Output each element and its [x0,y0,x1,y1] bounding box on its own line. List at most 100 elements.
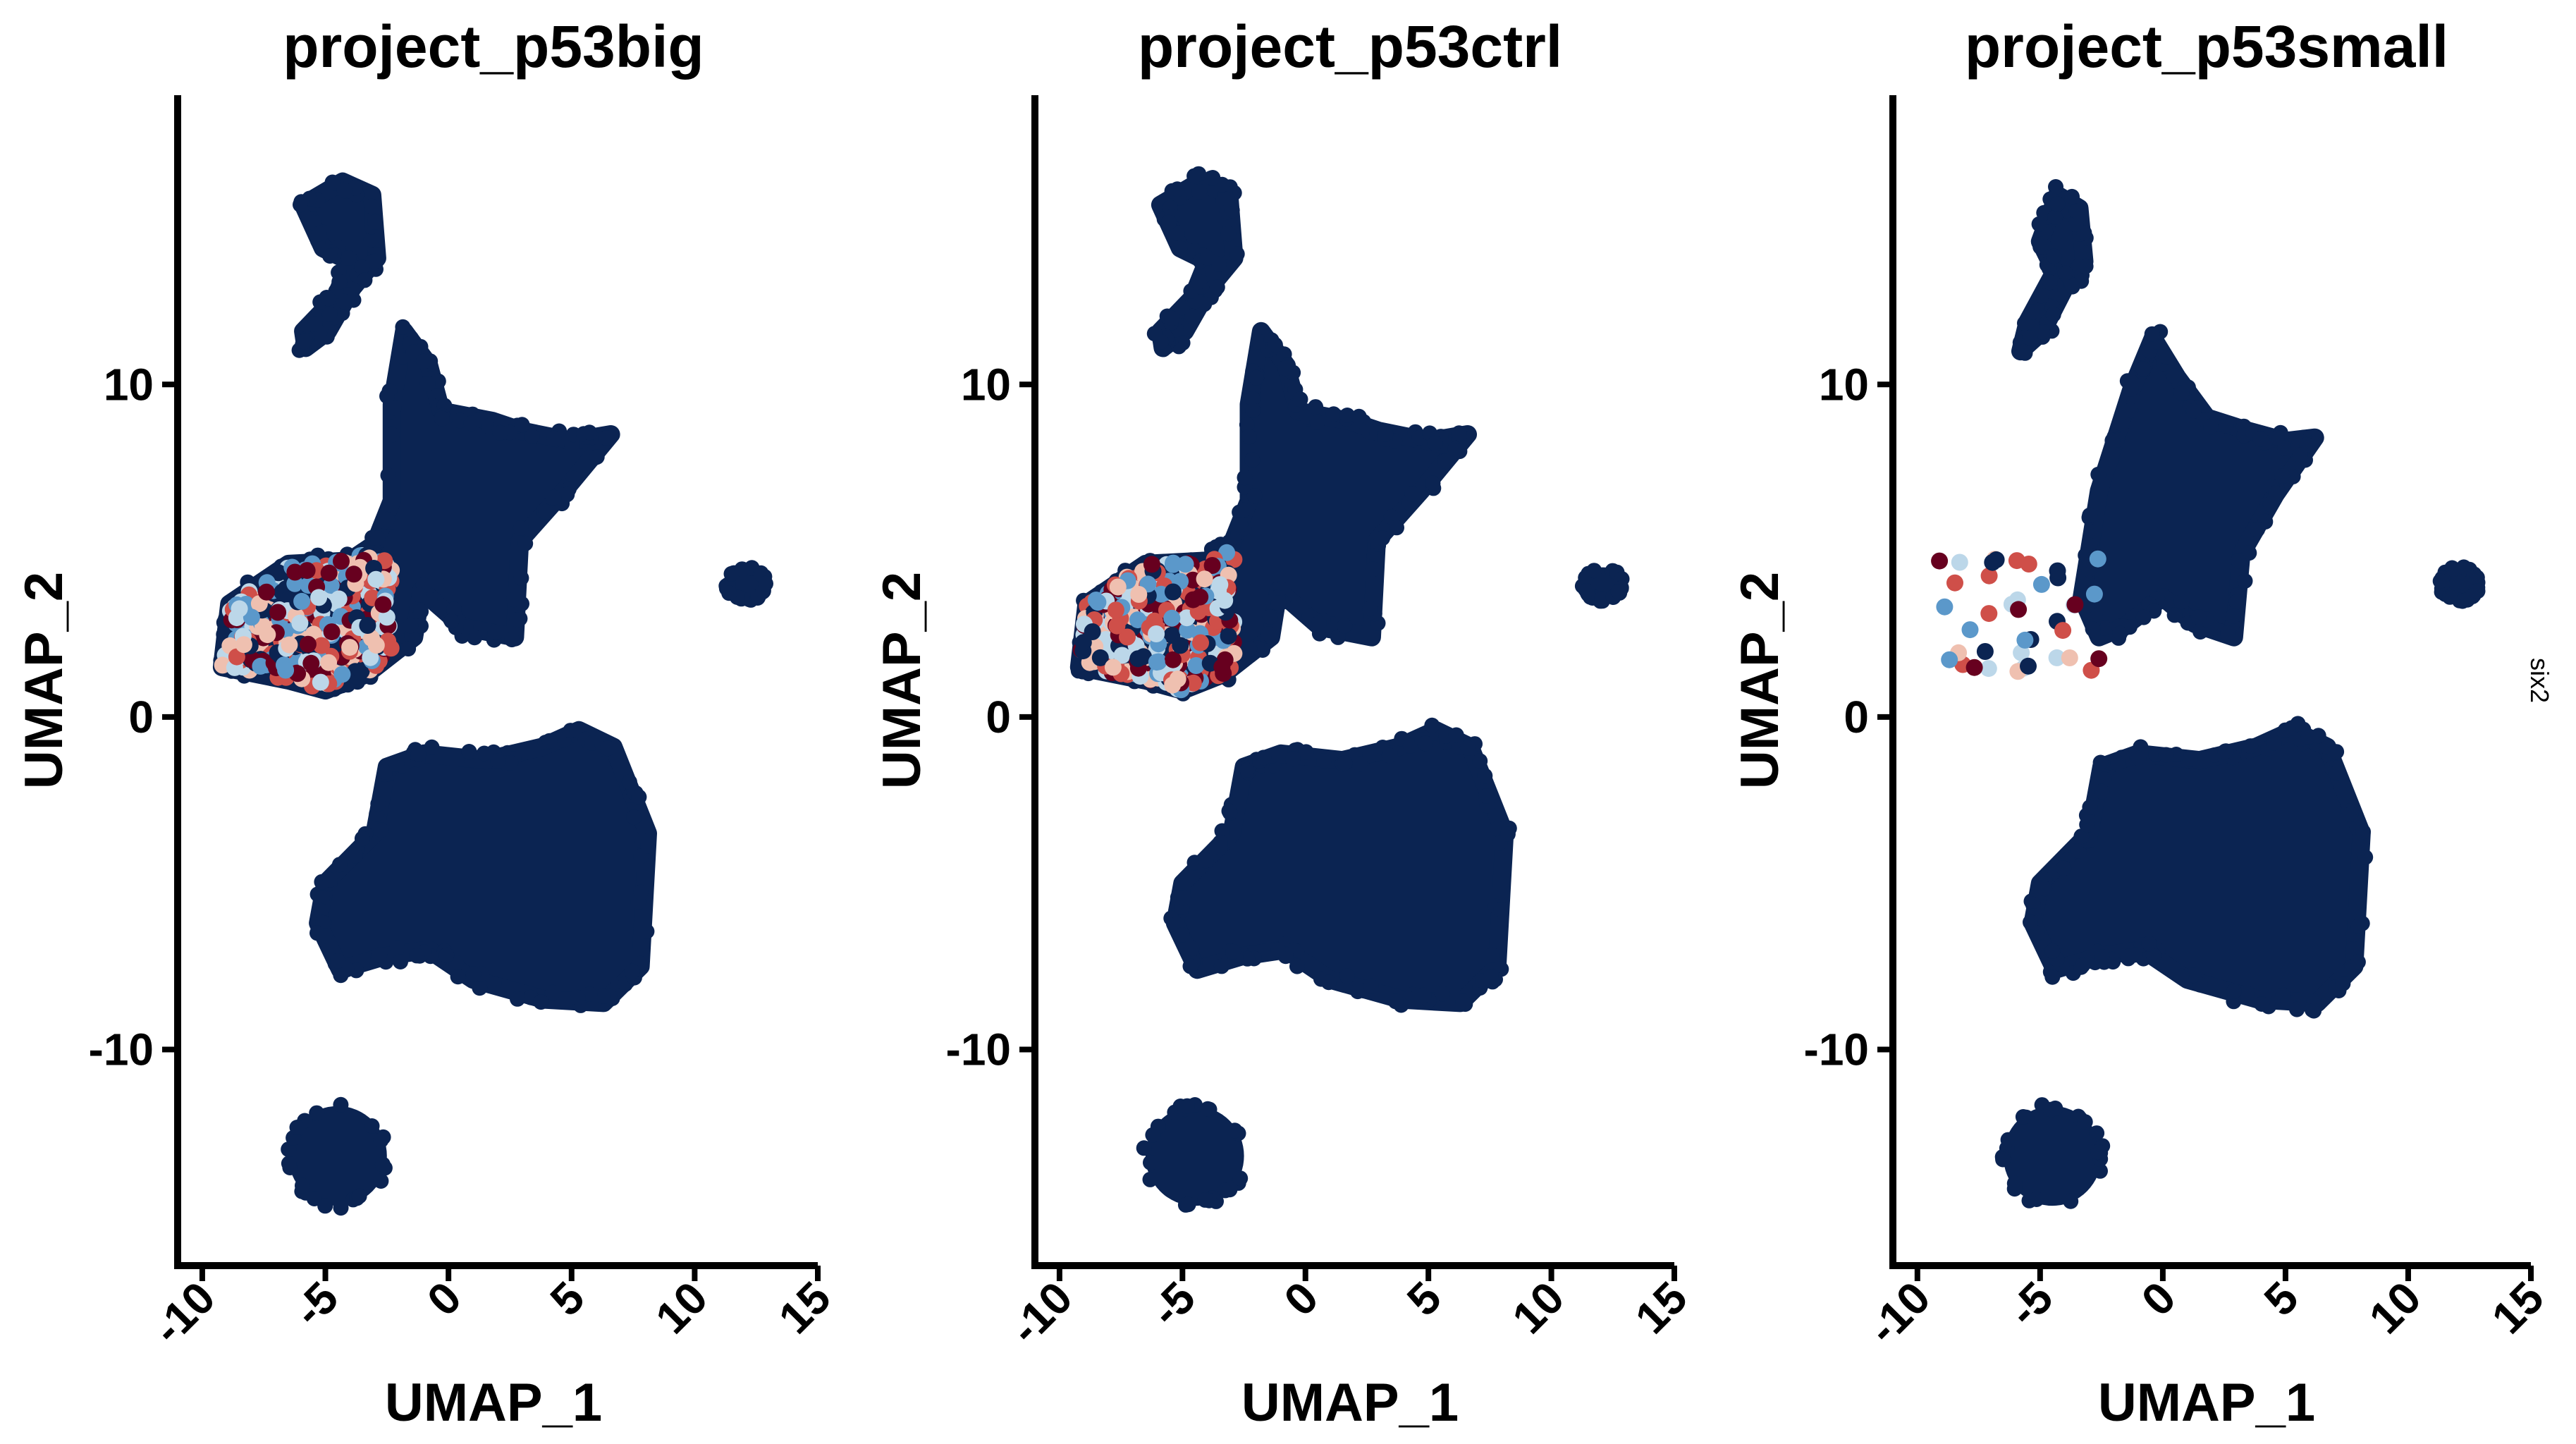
cell-point [1241,641,1258,657]
cell-point [2239,986,2255,1002]
cell-point [1108,617,1126,635]
cell-point [1298,744,1314,760]
cell-point [1200,1101,1216,1117]
cell-point [324,174,341,190]
cell-point [1232,1170,1249,1187]
cell-point [1249,369,1264,386]
cell-point [2087,608,2103,624]
cell-point [2228,594,2245,610]
cell-point [354,831,370,847]
cell-point [2032,575,2050,593]
cell-point [509,612,525,628]
cell-point [513,520,529,536]
cell-point [2203,419,2219,435]
cell-point [1931,552,1949,570]
cell-point [1246,488,1263,504]
cell-point [2048,649,2066,666]
cell-point [1339,968,1355,984]
cell-point [2292,447,2308,463]
cell-point [640,838,656,854]
cell-point [367,637,385,654]
cell-point [2237,573,2253,589]
cell-point [559,487,575,503]
cell-point [1452,443,1468,460]
cell-point [347,848,363,864]
cell-point [1337,618,1353,634]
cell-point [314,890,331,906]
cell-point [1225,943,1241,960]
cell-point [1174,926,1190,943]
cell-point [2241,545,2257,561]
cell-point [2077,1114,2093,1130]
cell-point [1213,659,1231,676]
panel-title: project_p53ctrl [1138,13,1562,80]
cell-point [1089,594,1107,611]
cell-point [1499,826,1516,842]
cell-point [1427,435,1443,451]
cell-point [1362,601,1378,617]
cell-point [1184,674,1202,692]
cell-point [2442,589,2458,605]
cell-point [434,410,450,427]
cell-point [1946,574,1963,592]
cell-point [1227,1122,1243,1139]
x-tick-label: 0 [417,1272,471,1326]
cell-point [367,214,384,230]
cell-point [1381,747,1397,764]
cell-point [2090,466,2106,482]
cell-point [331,274,348,290]
cell-point [2173,385,2190,401]
cell-point [450,969,466,985]
cell-point [1239,950,1256,967]
cell-point [379,511,395,527]
cell-point [1161,214,1177,231]
cell-point [2061,649,2078,666]
cell-point [379,388,395,404]
cell-point [374,596,392,613]
cell-point [1074,634,1092,651]
cell-point [1365,561,1381,577]
cell-point [639,924,655,939]
cell-point [2006,1175,2023,1192]
cell-point [1995,1151,2011,1168]
cell-point [299,635,317,653]
cell-point [395,319,411,335]
cell-point [313,902,329,919]
cell-point [311,226,327,242]
cell-point [1256,749,1272,766]
cell-point [524,428,540,444]
x-tick-label: -10 [1858,1272,1939,1354]
cell-point [490,753,506,769]
cell-point [363,231,379,247]
cell-point [1339,408,1356,423]
cell-point [2250,522,2265,537]
cell-point [2023,914,2038,930]
cell-point [1182,958,1198,974]
cell-cluster [1146,1106,1244,1206]
cell-point [2082,799,2098,815]
cell-point [364,1118,380,1134]
cell-point [1378,426,1394,442]
cell-point [1211,576,1229,594]
cell-point [1578,583,1595,599]
cell-point [1196,570,1213,588]
cell-point [504,632,520,648]
cell-point [2343,807,2359,822]
cell-point [1961,621,1979,639]
cell-point [313,637,331,654]
cell-point [506,592,522,608]
cell-point [1109,578,1127,596]
cell-point [389,940,405,956]
cell-point [405,344,422,360]
cell-point [1308,399,1324,415]
x-axis-title: UMAP_1 [2098,1373,2315,1433]
cell-point [2015,1109,2031,1125]
cell-point [503,754,519,771]
cell-point [1262,609,1278,625]
cell-point [2262,496,2278,513]
cell-point [2185,967,2202,984]
cell-point [1976,643,1994,660]
cell-point [486,976,502,992]
cell-point [2112,625,2128,642]
